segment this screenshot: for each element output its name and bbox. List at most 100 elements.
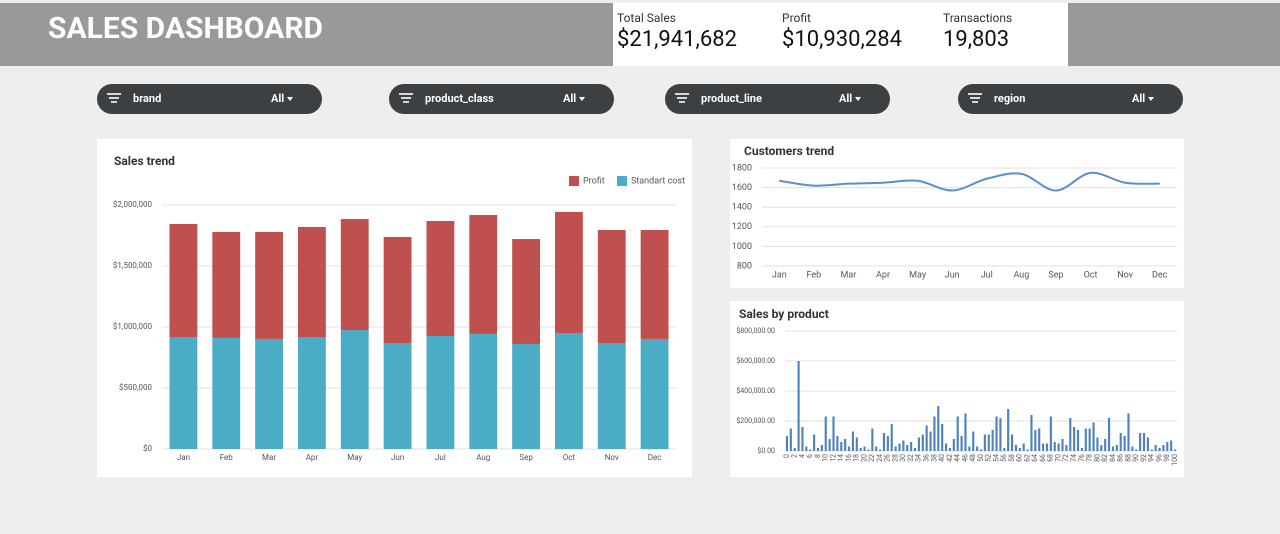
bar — [1088, 428, 1091, 451]
chart-title: Sales by product — [739, 307, 829, 321]
filter-dropdown[interactable]: product_line All — [665, 84, 890, 114]
x-tick-label: May — [909, 270, 927, 280]
bar — [941, 424, 944, 451]
bar-segment — [640, 230, 669, 339]
bar — [991, 430, 994, 451]
bar — [983, 434, 986, 451]
bar-segment — [255, 231, 284, 339]
y-tick-label: $2,000,000 — [113, 200, 153, 209]
bar — [1111, 446, 1115, 451]
filter-pill[interactable] — [958, 84, 1183, 114]
bar — [1150, 449, 1153, 451]
bar — [801, 427, 804, 451]
x-tick-label: 58 — [1008, 454, 1016, 462]
bar — [844, 439, 847, 451]
bar — [851, 431, 854, 451]
bar-segment — [512, 343, 541, 449]
bar — [1127, 413, 1130, 451]
filter-value[interactable]: All — [563, 92, 576, 105]
x-tick-label: 64 — [1031, 454, 1039, 462]
bar — [797, 361, 800, 451]
filter-name[interactable]: region — [994, 92, 1025, 105]
filter-dropdown[interactable]: region All — [958, 84, 1183, 114]
x-tick-label: 98 — [1163, 454, 1171, 462]
filter-pill[interactable] — [389, 84, 614, 114]
bar — [1049, 416, 1052, 451]
bar-segment — [255, 338, 284, 449]
bar — [898, 443, 901, 451]
filter-name[interactable]: product_line — [701, 92, 762, 105]
x-tick-label: 20 — [860, 454, 868, 462]
bar — [906, 445, 909, 451]
x-tick-label: May — [347, 453, 362, 462]
filter-caret — [287, 97, 293, 101]
x-tick-label: 92 — [1140, 454, 1148, 462]
bar — [1038, 428, 1041, 451]
x-tick-label: 24 — [876, 454, 884, 462]
x-tick-label: 16 — [845, 454, 853, 462]
bar — [1131, 446, 1134, 451]
bar — [1158, 448, 1161, 451]
x-tick-label: Apr — [876, 270, 890, 280]
bar-segment — [340, 219, 369, 331]
bar — [894, 446, 897, 451]
filter-value[interactable]: All — [271, 92, 284, 105]
filter-pill[interactable] — [665, 84, 890, 114]
x-tick-label: Dec — [1152, 270, 1168, 280]
x-tick-label: 88 — [1124, 454, 1132, 462]
bar — [1014, 445, 1017, 451]
bar — [995, 416, 998, 451]
x-tick-label: 40 — [938, 454, 946, 462]
x-tick-label: Jul — [435, 453, 446, 462]
y-tick-label: $0 — [143, 444, 152, 453]
x-tick-label: Mar — [841, 270, 857, 280]
bar-segment — [597, 230, 626, 343]
filter-name[interactable]: product_class — [425, 92, 494, 105]
bar-segment — [169, 337, 198, 449]
filter-value[interactable]: All — [839, 92, 852, 105]
x-tick-label: 68 — [1047, 454, 1055, 462]
y-tick-label: 1600 — [732, 183, 752, 193]
x-tick-label: 80 — [1093, 454, 1101, 462]
bar — [937, 406, 940, 451]
bar — [921, 434, 924, 451]
legend-swatch — [569, 176, 579, 186]
x-tick-label: Jan — [772, 270, 787, 280]
filter-value[interactable]: All — [1132, 92, 1145, 105]
x-tick-label: 84 — [1109, 454, 1117, 462]
bar — [1108, 418, 1111, 451]
x-tick-label: 8 — [814, 454, 822, 458]
x-tick-label: 42 — [946, 454, 954, 462]
bar — [1166, 442, 1169, 451]
bar — [1061, 439, 1064, 451]
x-tick-label: 2 — [791, 454, 799, 458]
bar — [816, 448, 820, 451]
kpi-value: $21,941,682 — [617, 27, 737, 52]
x-tick-label: Oct — [1084, 270, 1098, 280]
bar — [1053, 442, 1056, 451]
bar — [793, 448, 796, 451]
bar — [871, 428, 874, 451]
bar — [886, 436, 889, 451]
x-tick-label: 56 — [1000, 454, 1008, 462]
bar — [1069, 418, 1072, 451]
bar — [1018, 448, 1021, 451]
bar — [1084, 428, 1087, 451]
bar — [1135, 449, 1138, 451]
x-tick-label: Nov — [605, 453, 619, 462]
bar — [956, 416, 959, 451]
x-tick-label: 14 — [837, 454, 845, 462]
filter-dropdown[interactable]: product_class All — [389, 84, 614, 114]
bar — [1026, 449, 1029, 451]
x-tick-label: Nov — [1117, 270, 1133, 280]
filter-name[interactable]: brand — [133, 92, 161, 105]
x-tick-label: Jun — [945, 270, 960, 280]
filter-dropdown[interactable]: brand All — [97, 84, 322, 114]
bar — [1073, 427, 1076, 451]
bar — [945, 443, 948, 451]
bar — [1034, 430, 1037, 451]
filter-pill[interactable] — [97, 84, 322, 114]
y-tick-label: $600,000.00 — [736, 357, 775, 365]
bar-segment — [297, 337, 326, 449]
